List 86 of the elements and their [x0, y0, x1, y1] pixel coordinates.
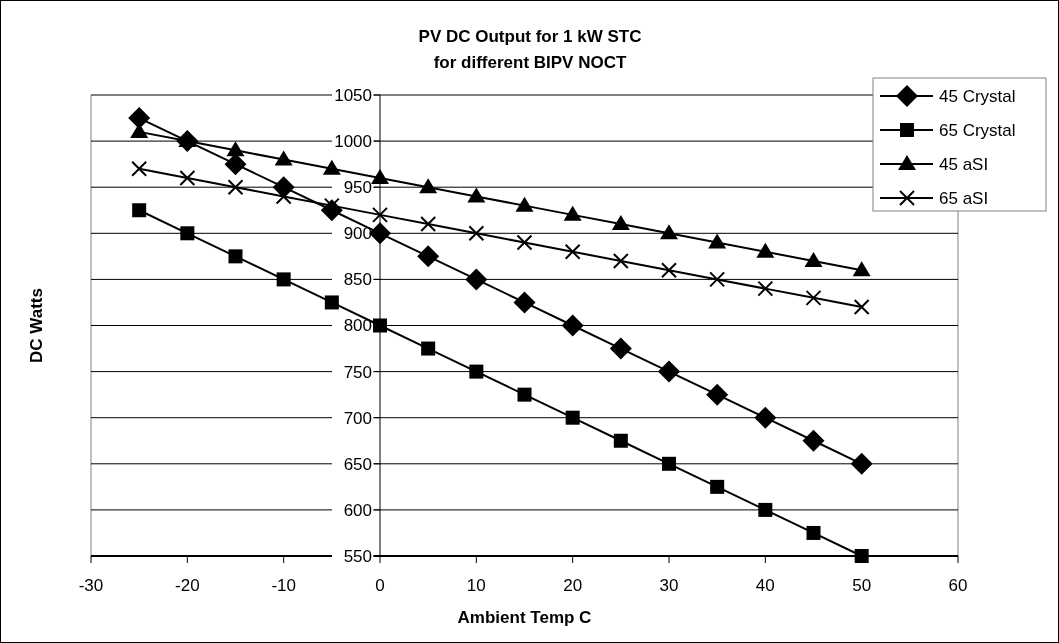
point	[561, 314, 584, 337]
point	[419, 178, 438, 194]
y-tick-label: 550	[343, 546, 372, 566]
y-tick-label: 950	[343, 178, 372, 198]
point	[805, 289, 822, 306]
legend-label: 45 aSI	[939, 154, 989, 174]
point	[802, 429, 825, 452]
point	[516, 234, 533, 251]
point	[611, 215, 630, 231]
point	[421, 341, 436, 356]
point	[132, 203, 147, 218]
x-tick-label: 0	[375, 576, 385, 595]
x-tick-label: -30	[78, 576, 104, 595]
y-tick-label: 1050	[334, 85, 372, 105]
point	[371, 168, 389, 184]
point	[709, 271, 726, 288]
point	[564, 243, 581, 260]
point	[228, 249, 243, 264]
y-tick-label: 750	[343, 362, 372, 382]
point	[322, 159, 341, 175]
point	[850, 452, 873, 475]
point	[276, 272, 291, 287]
legend-label: 65 Crystal	[939, 120, 1016, 140]
x-tick-label: 10	[466, 576, 486, 595]
y-tick-label: 1000	[334, 132, 372, 152]
point	[224, 153, 247, 176]
point	[853, 299, 870, 316]
y-tick-label: 650	[343, 454, 372, 474]
point	[710, 479, 725, 494]
point	[757, 280, 774, 297]
legend-label: 65 aSI	[939, 188, 989, 208]
x-tick-label: -20	[175, 576, 200, 595]
point	[613, 433, 628, 448]
point	[373, 318, 387, 333]
point	[180, 226, 195, 241]
point	[372, 206, 388, 223]
point	[806, 525, 821, 540]
x-tick-label: 40	[755, 576, 775, 595]
x-axis-title: Ambient Temp C	[457, 608, 592, 627]
point	[275, 188, 292, 205]
point	[612, 252, 629, 269]
point	[179, 169, 196, 186]
point	[706, 383, 729, 406]
point	[756, 242, 775, 258]
point	[369, 222, 391, 245]
point	[662, 456, 676, 471]
x-tick-label: 20	[563, 576, 583, 595]
point	[658, 360, 680, 383]
x-tick-label: 60	[948, 576, 968, 595]
point	[754, 406, 777, 429]
point	[467, 187, 486, 203]
point	[563, 205, 582, 221]
x-tick-label: 30	[659, 576, 679, 595]
point	[852, 261, 871, 277]
point	[465, 268, 488, 291]
point	[515, 196, 534, 212]
point	[324, 295, 339, 310]
point	[565, 410, 580, 425]
point	[417, 245, 440, 268]
legend-label: 45 Crystal	[939, 86, 1016, 106]
y-tick-label: 700	[343, 408, 372, 428]
point	[513, 291, 536, 314]
point	[854, 549, 869, 563]
point	[758, 502, 773, 517]
y-tick-label: 600	[343, 500, 372, 520]
point	[227, 179, 244, 196]
point	[609, 337, 632, 360]
point	[468, 225, 485, 242]
point	[131, 160, 148, 177]
point	[660, 224, 678, 240]
point	[517, 387, 532, 402]
point	[274, 150, 293, 166]
x-tick-label: 50	[852, 576, 872, 595]
y-tick-label: 900	[343, 224, 372, 244]
point	[128, 107, 151, 130]
x-tick-label: -10	[271, 576, 296, 595]
y-tick-label: 800	[343, 316, 372, 336]
point	[469, 364, 484, 379]
point	[661, 262, 677, 279]
point	[708, 233, 727, 249]
y-axis-title: DC Watts	[27, 288, 46, 363]
point	[226, 141, 245, 157]
point	[804, 251, 823, 267]
y-tick-label: 850	[343, 270, 372, 290]
chart-title: PV DC Output for 1 kW STC for different BIPV NOCT	[418, 27, 642, 72]
point	[420, 216, 437, 233]
